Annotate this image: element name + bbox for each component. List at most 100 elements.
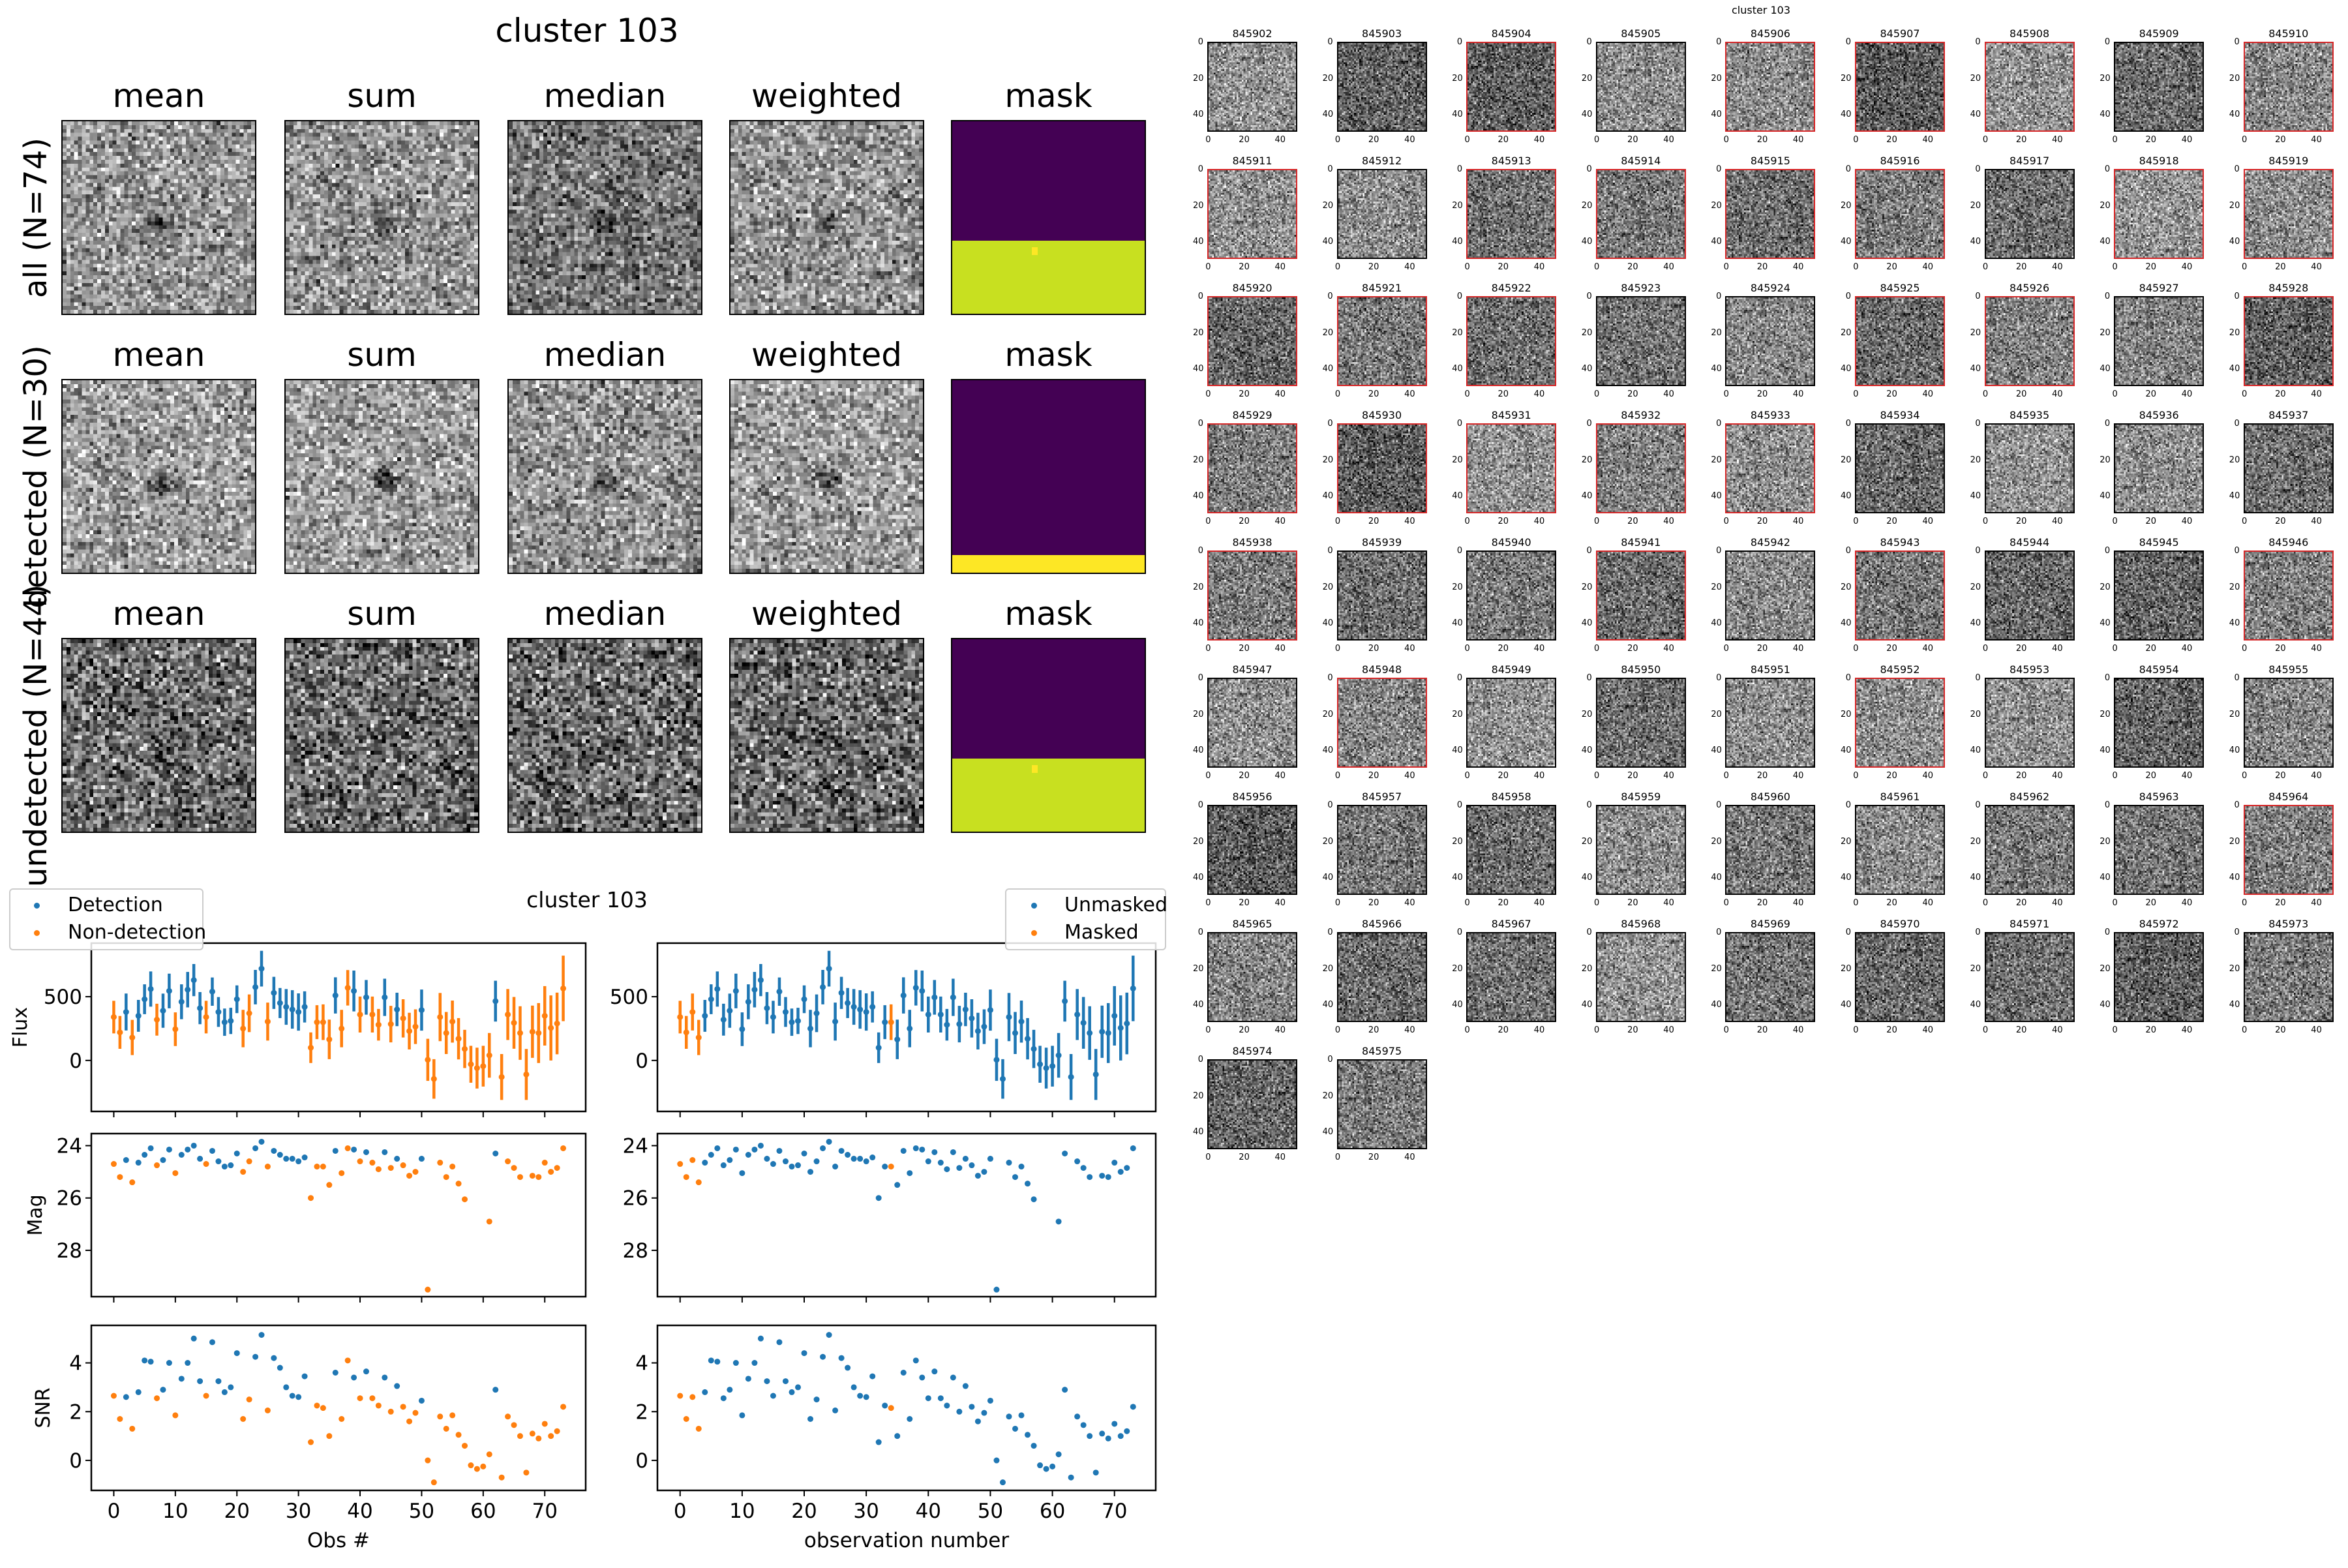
thumb-y-tick-label: 40 — [1581, 109, 1593, 119]
cutout-thumbnail[interactable] — [1207, 42, 1297, 132]
cutout-thumbnail[interactable] — [2243, 42, 2334, 132]
cutout-thumbnail[interactable] — [2243, 805, 2334, 895]
data-point — [801, 1350, 807, 1357]
cutout-thumbnail[interactable] — [1725, 423, 1816, 513]
cutout-thumbnail[interactable] — [1855, 296, 1945, 386]
cutout-thumbnail[interactable] — [2114, 805, 2205, 895]
cutout-thumbnail[interactable] — [1466, 678, 1557, 768]
cutout-thumbnail[interactable] — [1207, 169, 1297, 259]
cutout-thumbnail[interactable] — [1984, 550, 2075, 641]
cutout-thumbnail[interactable] — [1595, 678, 1686, 768]
cutout-thumbnail[interactable] — [1855, 678, 1945, 768]
cutout-thumbnail[interactable] — [1336, 678, 1427, 768]
cutout-thumbnail[interactable] — [1207, 423, 1297, 513]
cutout-thumbnail[interactable] — [2114, 932, 2205, 1022]
cutout-thumbnail[interactable] — [1984, 296, 2075, 386]
thumb-x-tick-label: 0 — [1853, 644, 1859, 654]
cutout-image — [730, 121, 923, 314]
cutout-thumbnail[interactable] — [1336, 423, 1427, 513]
cutout-thumbnail[interactable] — [1725, 678, 1816, 768]
cutout-thumbnail[interactable] — [1984, 678, 2075, 768]
cutout-thumbnail[interactable] — [1984, 42, 2075, 132]
thumb-x-tick-label: 20 — [1886, 1025, 1897, 1035]
cutout-image — [1468, 297, 1556, 385]
cutout-thumbnail[interactable] — [1725, 805, 1816, 895]
cutout-thumbnail[interactable] — [1855, 42, 1945, 132]
x-tick-label: 10 — [162, 1500, 188, 1523]
cutout-thumbnail[interactable] — [1466, 805, 1557, 895]
cutout-thumbnail[interactable] — [2114, 169, 2205, 259]
cutout-thumbnail[interactable] — [1855, 550, 1945, 641]
data-point — [295, 1158, 302, 1165]
cutout-thumbnail[interactable] — [1336, 296, 1427, 386]
cutout-thumbnail[interactable] — [2114, 42, 2205, 132]
thumbnail-title: 845925 — [1880, 282, 1920, 294]
cutout-thumbnail[interactable] — [1984, 169, 2075, 259]
cutout-thumbnail[interactable] — [1207, 805, 1297, 895]
cutout-thumbnail[interactable] — [1336, 805, 1427, 895]
data-point — [110, 1014, 117, 1020]
cutout-thumbnail[interactable] — [1207, 550, 1297, 641]
cutout-thumbnail[interactable] — [1984, 932, 2075, 1022]
cutout-thumbnail[interactable] — [1595, 423, 1686, 513]
cutout-thumbnail[interactable] — [2243, 169, 2334, 259]
cutout-thumbnail[interactable] — [1725, 42, 1816, 132]
data-point — [727, 1387, 733, 1393]
cutout-thumbnail[interactable] — [1595, 169, 1686, 259]
cutout-image — [1726, 679, 1814, 766]
cutout-thumbnail[interactable] — [1336, 169, 1427, 259]
thumb-x-tick-label: 40 — [1404, 1153, 1415, 1162]
thumb-x-tick-label: 0 — [1334, 1153, 1341, 1162]
thumb-y-tick-label: 40 — [1711, 236, 1722, 247]
cutout-thumbnail[interactable] — [1855, 805, 1945, 895]
cutout-thumbnail[interactable] — [1207, 296, 1297, 386]
cutout-thumbnail[interactable] — [1725, 550, 1816, 641]
cutout-thumbnail[interactable] — [1207, 932, 1297, 1022]
thumb-y-tick-label: 40 — [1193, 745, 1204, 755]
cutout-thumbnail[interactable] — [1855, 423, 1945, 513]
cutout-thumbnail[interactable] — [1336, 1059, 1427, 1149]
cutout-thumbnail[interactable] — [1725, 932, 1816, 1022]
cutout-thumbnail[interactable] — [1466, 423, 1557, 513]
cutout-thumbnail[interactable] — [1207, 678, 1297, 768]
cutout-thumbnail[interactable] — [1984, 423, 2075, 513]
cutout-thumbnail[interactable] — [2114, 296, 2205, 386]
data-point — [950, 1149, 956, 1155]
cutout-image — [1597, 297, 1685, 385]
cutout-thumbnail[interactable] — [2114, 550, 2205, 641]
cutout-thumbnail[interactable] — [2243, 678, 2334, 768]
thumbnail-title: 845910 — [2268, 27, 2309, 40]
cutout-thumbnail[interactable] — [1725, 296, 1816, 386]
data-point — [271, 1147, 277, 1154]
cutout-thumbnail[interactable] — [1466, 42, 1557, 132]
data-point — [1087, 1030, 1093, 1036]
cutout-image — [1338, 679, 1426, 766]
cutout-thumbnail[interactable] — [1595, 296, 1686, 386]
cutout-thumbnail[interactable] — [1207, 1059, 1297, 1149]
cutout-thumbnail[interactable] — [1466, 932, 1557, 1022]
cutout-thumbnail[interactable] — [1595, 932, 1686, 1022]
cutout-thumbnail[interactable] — [1336, 932, 1427, 1022]
cutout-thumbnail[interactable] — [1984, 805, 2075, 895]
cutout-thumbnail[interactable] — [1466, 169, 1557, 259]
cutout-thumbnail[interactable] — [2243, 296, 2334, 386]
cutout-thumbnail[interactable] — [1855, 169, 1945, 259]
thumb-x-tick-label: 20 — [1627, 135, 1638, 145]
cutout-thumbnail[interactable] — [1595, 805, 1686, 895]
cutout-thumbnail[interactable] — [1595, 550, 1686, 641]
cutout-thumbnail[interactable] — [2114, 423, 2205, 513]
cutout-thumbnail[interactable] — [1595, 42, 1686, 132]
cutout-thumbnail[interactable] — [2114, 678, 2205, 768]
cutout-thumbnail[interactable] — [1725, 169, 1816, 259]
cutout-thumbnail[interactable] — [1336, 550, 1427, 641]
cutout-thumbnail[interactable] — [1855, 932, 1945, 1022]
cutout-thumbnail[interactable] — [1466, 550, 1557, 641]
cutout-thumbnail[interactable] — [2243, 550, 2334, 641]
cutout-thumbnail[interactable] — [1466, 296, 1557, 386]
data-point — [443, 1030, 449, 1036]
cutout-thumbnail[interactable] — [2243, 932, 2334, 1022]
thumb-y-tick-label: 40 — [1193, 109, 1204, 119]
cutout-thumbnail[interactable] — [1336, 42, 1427, 132]
data-point — [907, 1170, 913, 1177]
cutout-thumbnail[interactable] — [2243, 423, 2334, 513]
